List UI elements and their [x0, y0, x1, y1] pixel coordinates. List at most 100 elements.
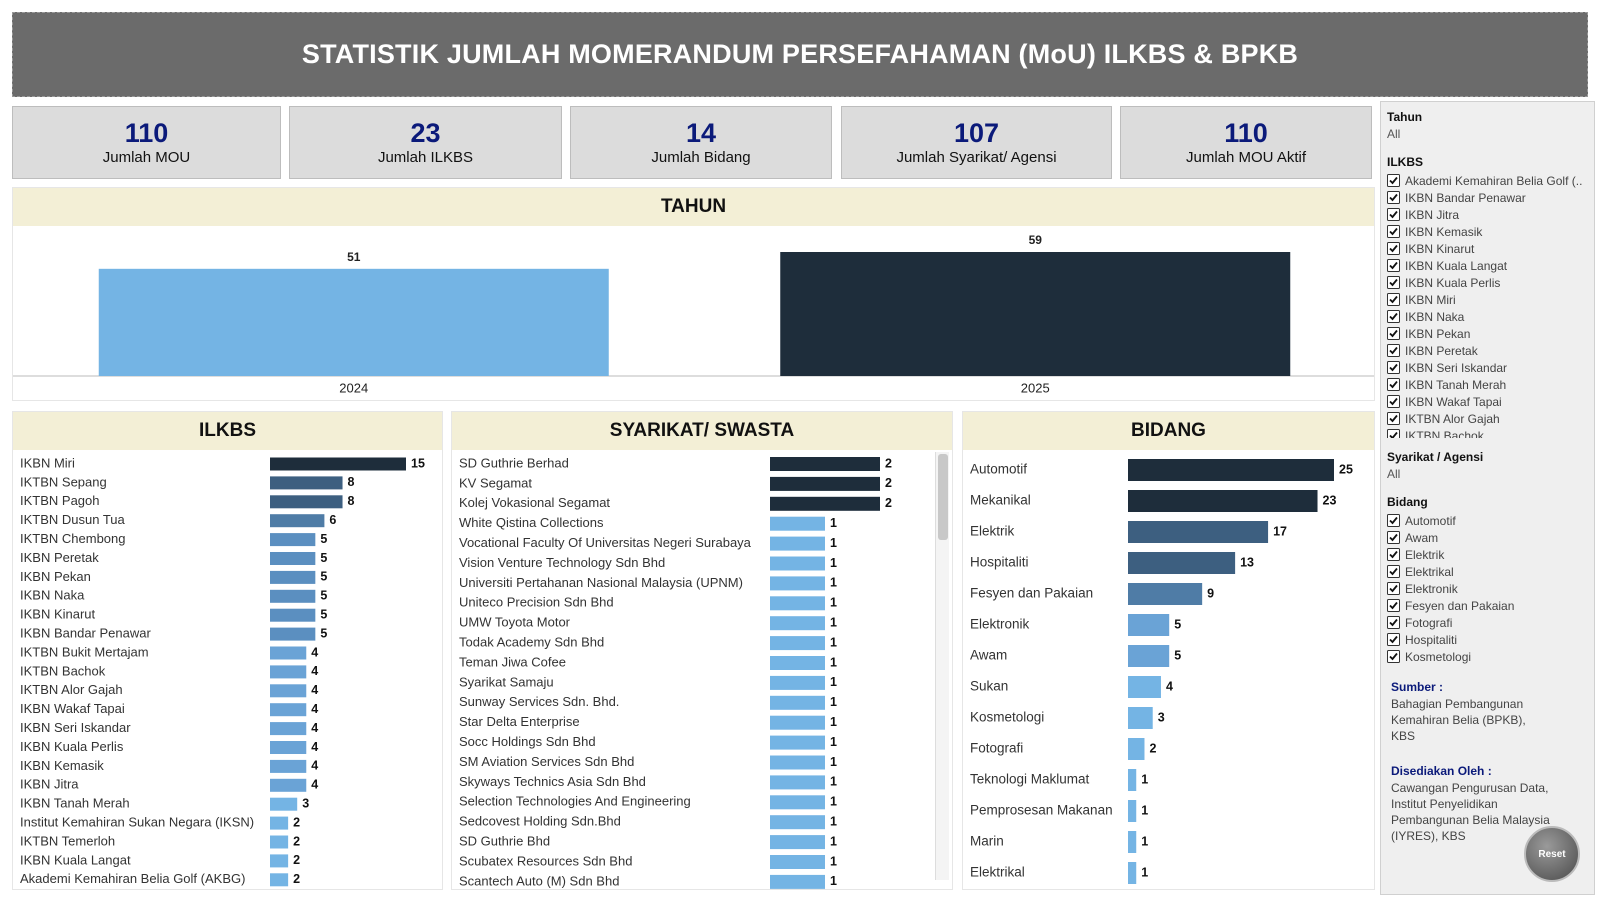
checkbox[interactable] [1387, 582, 1400, 595]
checkbox[interactable] [1387, 514, 1400, 527]
bar [770, 576, 825, 591]
filter-item[interactable]: IKBN Miri [1387, 291, 1588, 308]
x-tick-label: 2025 [1021, 380, 1050, 395]
filter-item-label: IKBN Peretak [1405, 343, 1478, 358]
filter-item[interactable]: IKBN Wakaf Tapai [1387, 393, 1588, 410]
scroll-thumb[interactable] [938, 454, 948, 540]
filter-item[interactable]: Automotif [1387, 512, 1588, 529]
filter-item[interactable]: IKTBN Alor Gajah [1387, 410, 1588, 427]
filter-item[interactable]: IKBN Bandar Penawar [1387, 189, 1588, 206]
filter-item[interactable]: IKBN Kuala Langat [1387, 257, 1588, 274]
kpi-value: 110 [124, 118, 169, 148]
bar [770, 476, 880, 491]
checkbox[interactable] [1387, 174, 1400, 187]
value-label: 2 [293, 872, 300, 886]
filter-item[interactable]: Fesyen dan Pakaian [1387, 597, 1588, 614]
filter-item[interactable]: IKBN Kinarut [1387, 240, 1588, 257]
filter-item[interactable]: Elektrikal [1387, 563, 1588, 580]
y-tick-label: Fesyen dan Pakaian [970, 586, 1093, 601]
value-label: 4 [311, 702, 318, 716]
checkbox[interactable] [1387, 378, 1400, 391]
checkbox[interactable] [1387, 225, 1400, 238]
checkbox-tick [1389, 176, 1398, 185]
value-label: 8 [348, 494, 355, 508]
y-tick-label: Uniteco Precision Sdn Bhd [459, 595, 614, 610]
filter-item[interactable]: Elektronik [1387, 580, 1588, 597]
value-label: 5 [320, 551, 327, 565]
checkbox[interactable] [1387, 599, 1400, 612]
checkbox[interactable] [1387, 531, 1400, 544]
filter-value[interactable]: All [1387, 127, 1401, 141]
checkbox[interactable] [1387, 633, 1400, 646]
filter-value[interactable]: All [1387, 467, 1401, 481]
filter-item[interactable]: Hospitaliti [1387, 631, 1588, 648]
checkbox[interactable] [1387, 344, 1400, 357]
filter-item[interactable]: IKBN Jitra [1387, 206, 1588, 223]
bar [1128, 862, 1137, 884]
filter-item-label: Hospitaliti [1405, 632, 1458, 647]
checkbox[interactable] [1387, 208, 1400, 221]
y-tick-label: Scantech Auto (M) Sdn Bhd [459, 873, 619, 888]
filter-item[interactable]: Kosmetologi [1387, 648, 1588, 665]
checkbox[interactable] [1387, 548, 1400, 561]
filter-item[interactable]: IKBN Pekan [1387, 325, 1588, 342]
checkbox[interactable] [1387, 293, 1400, 306]
y-tick-label: Sukan [970, 679, 1008, 694]
bar [270, 778, 307, 792]
filter-item[interactable]: IKBN Naka [1387, 308, 1588, 325]
filter-item[interactable]: Fotografi [1387, 614, 1588, 631]
checkbox[interactable] [1387, 276, 1400, 289]
checkbox[interactable] [1387, 242, 1400, 255]
checkbox-tick [1389, 363, 1398, 372]
filter-item-label: IKBN Jitra [1405, 207, 1460, 222]
notes: Sumber : Bahagian Pembangunan Kemahiran … [1387, 680, 1588, 844]
checkbox[interactable] [1387, 650, 1400, 663]
checkbox[interactable] [1387, 361, 1400, 374]
filter-item-label: IKBN Kinarut [1405, 241, 1475, 256]
filter-list: Akademi Kemahiran Belia Golf (.. IKBN Ban… [1387, 172, 1588, 438]
value-label: 2 [885, 456, 892, 470]
chart-title: SYARIKAT/ SWASTA [452, 412, 952, 450]
value-label: 4 [311, 759, 318, 773]
value-label: 2 [885, 496, 892, 510]
filter-item[interactable]: IKBN Tanah Merah [1387, 376, 1588, 393]
filter-item-label: IKBN Miri [1405, 292, 1456, 307]
filter-item[interactable]: IKBN Kemasik [1387, 223, 1588, 240]
filter-item[interactable]: Akademi Kemahiran Belia Golf (.. [1387, 172, 1588, 189]
kpi-label: Jumlah Syarikat/ Agensi [896, 149, 1057, 166]
y-tick-label: Vision Venture Technology Sdn Bhd [459, 555, 665, 570]
bar [270, 684, 307, 698]
scrollbar[interactable] [935, 452, 949, 880]
value-label: 1 [830, 615, 837, 629]
y-tick-label: Marin [970, 834, 1004, 849]
checkbox[interactable] [1387, 310, 1400, 323]
reset-button[interactable]: Reset [1524, 826, 1580, 882]
checkbox[interactable] [1387, 259, 1400, 272]
filter-item[interactable]: Awam [1387, 529, 1588, 546]
bar [270, 457, 406, 471]
value-label: 1 [830, 536, 837, 550]
filter-item-label: Elektrik [1405, 547, 1445, 562]
y-tick-label: IKTBN Bukit Mertajam [20, 644, 149, 659]
checkbox[interactable] [1387, 412, 1400, 425]
checkbox[interactable] [1387, 565, 1400, 578]
checkbox[interactable] [1387, 327, 1400, 340]
checkbox[interactable] [1387, 395, 1400, 408]
y-tick-label: Universiti Pertahanan Nasional Malaysia … [459, 575, 743, 590]
value-label: 3 [1158, 710, 1165, 724]
value-label: 1 [830, 516, 837, 530]
y-tick-label: Elektronik [970, 617, 1030, 632]
value-label: 9 [1207, 586, 1214, 600]
filter-item[interactable]: Elektrik [1387, 546, 1588, 563]
filter-item[interactable]: IKBN Seri Iskandar [1387, 359, 1588, 376]
checkbox[interactable] [1387, 191, 1400, 204]
filter-item[interactable]: IKBN Kuala Perlis [1387, 274, 1588, 291]
chart: IKBN Miri 15 IKTBN Sepang 8 IKTBN Pagoh 8 IKTB… [20, 455, 425, 887]
filter-item[interactable]: IKTBN Bachok [1387, 427, 1588, 438]
checkbox[interactable] [1387, 616, 1400, 629]
bar [1128, 521, 1269, 543]
value-label: 1 [1141, 772, 1148, 786]
kpi-card: 110 Jumlah MOU [12, 106, 281, 179]
checkbox[interactable] [1387, 429, 1400, 438]
filter-item[interactable]: IKBN Peretak [1387, 342, 1588, 359]
